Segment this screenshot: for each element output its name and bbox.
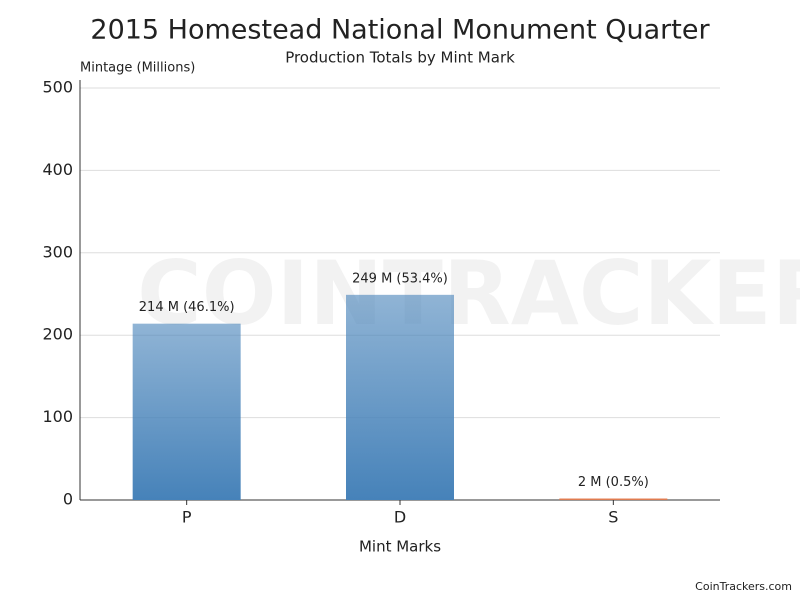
chart-subtitle: Production Totals by Mint Mark bbox=[285, 49, 515, 67]
bar bbox=[559, 498, 668, 500]
x-axis-label: Mint Marks bbox=[359, 538, 441, 556]
y-tick-label: 300 bbox=[42, 242, 73, 261]
y-tick-label: 200 bbox=[42, 325, 73, 344]
x-tick-label: S bbox=[608, 508, 618, 527]
y-tick-label: 400 bbox=[42, 160, 73, 179]
x-tick-label: P bbox=[182, 508, 192, 527]
watermark: COINTRACKERS bbox=[137, 242, 800, 345]
y-axis-label: Mintage (Millions) bbox=[80, 61, 195, 76]
bar bbox=[132, 323, 241, 500]
chart-title: 2015 Homestead National Monument Quarter bbox=[90, 15, 710, 46]
x-tick-label: D bbox=[394, 508, 406, 527]
data-label: 249 M (53.4%) bbox=[352, 271, 448, 286]
y-tick-label: 0 bbox=[63, 490, 73, 509]
y-tick-label: 500 bbox=[42, 78, 73, 97]
data-label: 214 M (46.1%) bbox=[139, 300, 235, 315]
data-label: 2 M (0.5%) bbox=[578, 475, 649, 490]
y-tick-label: 100 bbox=[42, 407, 73, 426]
credit: CoinTrackers.com bbox=[695, 580, 792, 593]
bar bbox=[346, 294, 454, 500]
